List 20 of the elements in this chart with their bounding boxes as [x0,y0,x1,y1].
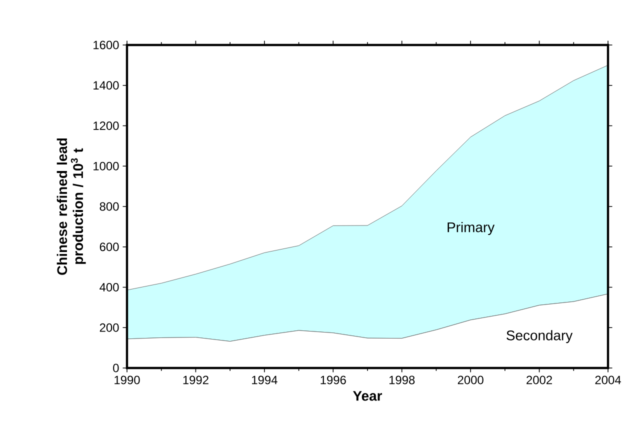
x-axis-title: Year [353,391,382,401]
y-tick-label: 600 [100,242,119,252]
y-tick-label: 400 [100,283,119,292]
y-tick-label: 200 [100,323,119,332]
series-label: Primary [448,222,495,235]
y-tick-label: 1000 [94,162,119,170]
y-tick-label: 0 [113,364,119,372]
y-tick-label: 1200 [94,122,119,130]
y-tick-label: 1600 [94,40,119,50]
x-tick-label: 1998 [389,376,415,384]
series-label: Secondary [506,330,573,344]
x-tick-label: 2002 [526,376,552,384]
y-tick-label: 800 [100,202,119,211]
x-tick-label: 1990 [114,376,140,384]
x-tick-label: 2004 [595,376,621,384]
y-tick-label: 1400 [94,81,119,90]
x-tick-label: 1996 [320,376,346,384]
x-tick-label: 1992 [183,376,208,384]
x-tick-label: 1994 [252,376,278,384]
x-tick-label: 2000 [458,376,484,384]
